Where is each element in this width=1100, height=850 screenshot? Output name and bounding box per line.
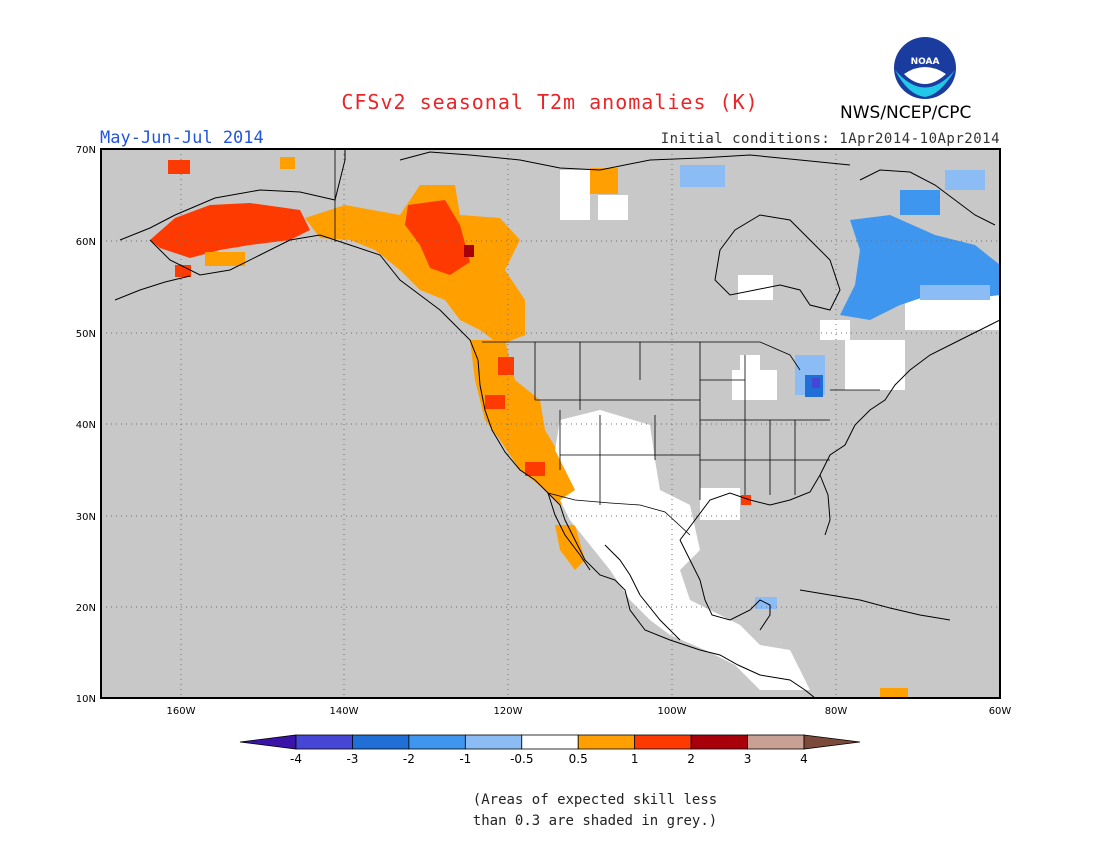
quebec-cool [920, 285, 990, 300]
lat-tick: 20N [76, 603, 96, 614]
colorbar-swatch [464, 734, 523, 750]
colorbar-end-low [239, 734, 297, 750]
arctic-normal-b [598, 195, 628, 220]
northeast-normal-a [845, 340, 905, 390]
west-coast-red-b [485, 395, 505, 409]
lat-tick: 30N [76, 512, 96, 523]
colorbar-label: 2 [687, 752, 695, 766]
lon-tick: 160W [167, 706, 196, 717]
noaa-logo-text: NOAA [911, 57, 940, 67]
lat-tick: 70N [76, 145, 96, 156]
season-label: May-Jun-Jul 2014 [100, 128, 264, 148]
lon-tick: 60W [989, 706, 1012, 717]
colorbar-swatch [521, 734, 579, 750]
gulf-red-spot [741, 495, 751, 505]
coastlines [114, 149, 1000, 698]
colorbar-label: 3 [744, 752, 752, 766]
skill-note: (Areas of expected skill less than 0.3 a… [0, 790, 1100, 832]
skill-note-line2: than 0.3 are shaded in grey.) [472, 813, 718, 829]
organization-label: NWS/NCEP/CPC [840, 103, 972, 123]
alaska-orange-north [280, 157, 295, 169]
caribbean-orange [880, 688, 908, 698]
labrador-cold [900, 190, 940, 215]
lat-tick: 40N [76, 420, 96, 431]
anomaly-shading [150, 157, 1000, 698]
gulf-coast-normal [700, 488, 740, 520]
lat-tick: 10N [76, 694, 96, 705]
quebec-normal [905, 295, 1000, 330]
colorbar-swatch [577, 734, 636, 750]
lon-tick: 140W [330, 706, 359, 717]
colorbar-label: 0.5 [569, 752, 588, 766]
lat-tick: 60N [76, 237, 96, 248]
political-borders [334, 149, 880, 536]
colorbar: -4 -3 -2 -1 -0.5 0.5 1 2 3 4 [239, 734, 861, 766]
alaska-orange-patch [205, 252, 245, 266]
noaa-logo: NOAA [894, 37, 956, 99]
colorbar-label: -2 [403, 752, 415, 766]
alaska-warm-spot [168, 160, 190, 174]
baja-warm-region [555, 525, 585, 570]
colorbar-label: -4 [290, 752, 302, 766]
skill-note-line1: (Areas of expected skill less [472, 792, 718, 808]
alaska-warm-region [150, 203, 310, 258]
ellesmere-cool [680, 165, 725, 187]
colorbar-end-high [803, 734, 861, 750]
midwest-normal-a [732, 370, 777, 400]
colorbar-label: -0.5 [510, 752, 533, 766]
latitude-axis: 70N 60N 50N 40N 30N 20N 10N [76, 145, 96, 705]
west-coast-red-c [525, 462, 545, 476]
colorbar-label: 4 [800, 752, 808, 766]
colorbar-label: 1 [631, 752, 639, 766]
yukon-red-region [405, 200, 470, 275]
arctic-orange-patch [590, 168, 618, 194]
colorbar-swatch [295, 734, 353, 750]
lon-tick: 100W [658, 706, 687, 717]
colorbar-swatch [352, 734, 410, 750]
colorbar-label: -3 [346, 752, 358, 766]
baffin-cool [945, 170, 985, 190]
great-lakes-very-cold [812, 378, 820, 388]
map-title: CFSv2 seasonal T2m anomalies (K) [341, 90, 759, 114]
lat-tick: 50N [76, 329, 96, 340]
colorbar-label: -1 [459, 752, 471, 766]
lon-tick: 120W [494, 706, 523, 717]
yukon-bc-warm-region [305, 185, 525, 345]
colorbar-swatch [747, 734, 805, 750]
map-frame [100, 148, 1001, 699]
west-coast-red-a [498, 357, 514, 375]
colorbar-swatch [634, 734, 692, 750]
midwest-normal-b [740, 355, 760, 370]
colorbar-swatch [690, 734, 748, 750]
northeast-normal-b [820, 320, 850, 340]
arctic-normal-a [560, 170, 590, 220]
initial-conditions-label: Initial conditions: 1Apr2014-10Apr2014 [660, 131, 1000, 147]
longitude-axis: 160W 140W 120W 100W 80W 60W [167, 706, 1012, 717]
colorbar-swatch [408, 734, 466, 750]
lon-tick: 80W [825, 706, 848, 717]
southwest-normal-region [555, 410, 810, 690]
yukon-dark-red-spot [464, 245, 474, 257]
west-coast-warm-region [470, 340, 580, 505]
